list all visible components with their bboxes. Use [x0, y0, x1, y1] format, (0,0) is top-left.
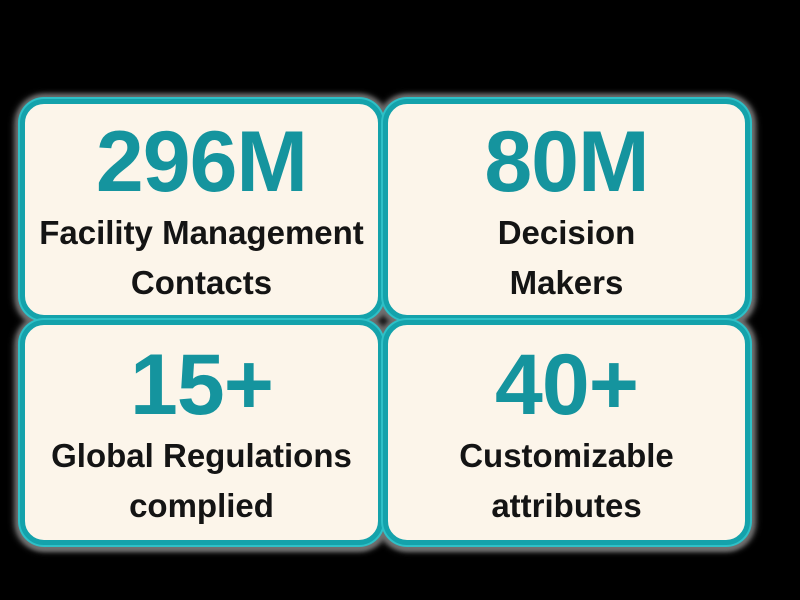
stat-card-grid: 296M Facility Management Contacts 80M De… [20, 99, 750, 545]
stat-label-line: Global Regulations [51, 437, 352, 475]
stat-card-global-regulations: 15+ Global Regulations complied [20, 320, 383, 545]
stat-label: Customizable attributes [459, 431, 674, 530]
stat-label-line: Customizable [459, 437, 674, 475]
stat-label: Global Regulations complied [51, 431, 352, 530]
stat-value: 80M [484, 113, 649, 210]
stat-value: 296M [95, 113, 308, 210]
stat-label-line: Makers [509, 263, 624, 301]
stat-label-line: Contacts [130, 263, 273, 301]
stat-label: Facility Management Contacts [39, 208, 364, 307]
stat-label: Decision Makers [498, 208, 636, 307]
stat-card-decision-makers: 80M Decision Makers [383, 99, 750, 320]
stat-label-line: attributes [491, 486, 642, 524]
stat-label-line: Decision [497, 214, 636, 252]
stat-card-facility-management-contacts: 296M Facility Management Contacts [20, 99, 383, 320]
stat-value: 40+ [495, 336, 639, 433]
stat-label-line: complied [129, 486, 274, 524]
stat-label-line: Facility Management [39, 214, 364, 252]
stat-card-customizable-attributes: 40+ Customizable attributes [383, 320, 750, 545]
stat-value: 15+ [130, 336, 274, 433]
